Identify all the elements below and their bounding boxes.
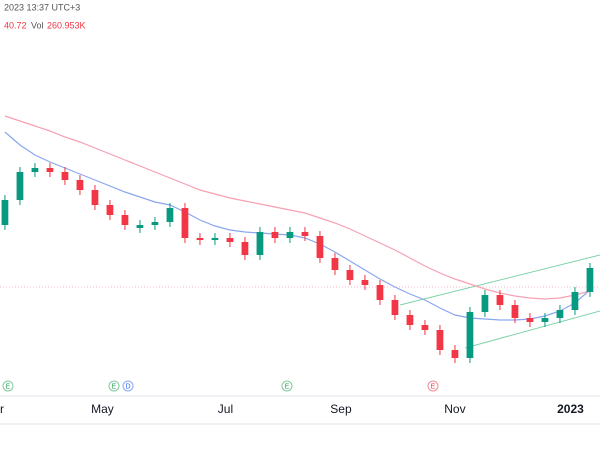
candle-body bbox=[556, 310, 564, 318]
candle-body bbox=[271, 232, 279, 238]
volume-value: 260.953K bbox=[47, 20, 86, 30]
candle-body bbox=[106, 205, 114, 215]
candle-body bbox=[211, 238, 219, 240]
candle-body bbox=[316, 236, 324, 258]
candle-body bbox=[376, 285, 384, 300]
event-marker[interactable]: D bbox=[122, 380, 134, 392]
candle-body bbox=[16, 172, 24, 200]
candle-body bbox=[421, 325, 429, 330]
candle-body bbox=[256, 232, 264, 255]
moving-average bbox=[4, 131, 591, 321]
candle-body bbox=[196, 238, 204, 240]
candle-body bbox=[301, 232, 309, 236]
candle-body bbox=[586, 268, 594, 292]
candle-body bbox=[166, 208, 174, 222]
candle-body bbox=[286, 232, 294, 238]
candle-body bbox=[151, 222, 159, 225]
channel-upper bbox=[399, 254, 600, 306]
x-tick-label: Jul bbox=[218, 402, 233, 416]
x-tick-label: Sep bbox=[330, 402, 352, 416]
x-tick-label: r bbox=[0, 402, 4, 416]
channel-lower bbox=[464, 310, 600, 349]
candle-body bbox=[346, 270, 354, 280]
candle-body bbox=[121, 215, 129, 225]
event-label: E bbox=[431, 383, 436, 390]
candle-body bbox=[451, 350, 459, 358]
event-marker[interactable]: E bbox=[427, 380, 439, 392]
candle-body bbox=[541, 318, 549, 322]
candle-body bbox=[406, 315, 414, 325]
event-marker[interactable]: E bbox=[2, 380, 14, 392]
candle-body bbox=[496, 295, 504, 305]
candle-body bbox=[61, 172, 69, 180]
close-value: 40.72 bbox=[4, 20, 27, 30]
candle-body bbox=[481, 295, 489, 312]
moving-average bbox=[4, 115, 591, 300]
x-tick-label: Nov bbox=[444, 402, 465, 416]
volume-label: Vol bbox=[31, 20, 44, 30]
candle-body bbox=[436, 330, 444, 350]
candle-body bbox=[571, 292, 579, 310]
event-label: D bbox=[125, 383, 130, 390]
candle-body bbox=[361, 280, 369, 285]
candle-body bbox=[46, 168, 54, 172]
candle-body bbox=[76, 180, 84, 190]
candle-body bbox=[136, 225, 144, 228]
candle-body bbox=[331, 258, 339, 270]
event-marker[interactable]: E bbox=[281, 380, 293, 392]
candle-body bbox=[241, 242, 249, 255]
candle-body bbox=[1, 200, 9, 225]
x-tick-label: 2023 bbox=[557, 402, 584, 416]
event-marker[interactable]: E bbox=[108, 380, 120, 392]
candle-body bbox=[181, 208, 189, 238]
candle-body bbox=[511, 305, 519, 318]
candle-body bbox=[91, 190, 99, 205]
candle-body bbox=[391, 300, 399, 315]
event-label: E bbox=[285, 383, 290, 390]
candle-body bbox=[31, 168, 39, 172]
candle-body bbox=[466, 312, 474, 358]
timestamp: 2023 13:37 UTC+3 bbox=[4, 2, 80, 12]
event-label: E bbox=[112, 383, 117, 390]
x-tick-label: May bbox=[91, 402, 114, 416]
candle-body bbox=[526, 318, 534, 322]
candle-body bbox=[226, 238, 234, 242]
event-label: E bbox=[6, 383, 11, 390]
